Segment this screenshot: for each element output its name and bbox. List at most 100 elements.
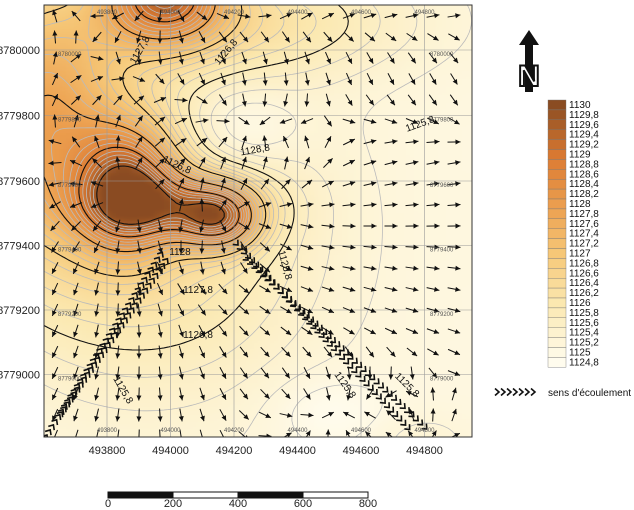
raster-cell: [428, 293, 437, 302]
raster-cell: [308, 221, 317, 230]
raster-cell: [444, 269, 453, 278]
raster-cell: [356, 349, 365, 358]
raster-cell: [84, 269, 93, 278]
raster-cell: [68, 13, 77, 22]
raster-cell: [412, 277, 421, 286]
raster-cell: [92, 5, 101, 14]
raster-cell: [60, 229, 69, 238]
flow-vector-head: [119, 76, 125, 82]
raster-cell: [412, 109, 421, 118]
raster-cell: [84, 357, 93, 366]
raster-cell: [332, 405, 341, 414]
raster-cell: [444, 117, 453, 126]
raster-cell: [404, 109, 413, 118]
flow-vector-head: [455, 181, 461, 187]
raster-cell: [52, 37, 61, 46]
flow-direction-chevron: [364, 369, 372, 377]
flow-vector-head: [412, 286, 419, 292]
flow-vector-head: [136, 437, 141, 442]
flow-vector-head: [434, 181, 440, 187]
raster-cell: [236, 45, 245, 54]
raster-cell: [268, 165, 277, 174]
raster-cell: [76, 53, 85, 62]
raster-cell: [476, 13, 485, 22]
raster-cell: [364, 133, 373, 142]
flow-vector-head: [200, 79, 205, 85]
raster-cell: [428, 101, 437, 110]
legend-swatch: [547, 238, 567, 249]
raster-cell: [388, 365, 397, 374]
raster-cell: [292, 357, 301, 366]
raster-cell: [460, 269, 469, 278]
raster-cell: [68, 349, 77, 358]
raster-cell: [268, 77, 277, 86]
north-arrow-shape: [519, 30, 539, 92]
raster-cell: [180, 237, 189, 246]
raster-cell: [100, 53, 109, 62]
flow-direction-chevron: [131, 302, 139, 309]
raster-cell: [444, 293, 453, 302]
raster-cell: [332, 437, 341, 446]
raster-cell: [412, 45, 421, 54]
flow-vector-head: [136, 311, 142, 317]
raster-cell: [428, 189, 437, 198]
raster-cell: [132, 69, 141, 78]
raster-cell: [236, 285, 245, 294]
raster-cell: [68, 285, 77, 294]
raster-cell: [444, 109, 453, 118]
raster-cell: [84, 181, 93, 190]
raster-cell: [116, 173, 125, 182]
raster-cell: [196, 165, 205, 174]
raster-cell: [44, 117, 53, 126]
flow-vector-head: [200, 331, 206, 337]
raster-cell: [380, 13, 389, 22]
raster-cell: [196, 101, 205, 110]
raster-cell: [52, 189, 61, 198]
raster-cell: [396, 109, 405, 118]
raster-cell: [332, 253, 341, 262]
raster-cell: [180, 125, 189, 134]
raster-cell: [284, 101, 293, 110]
raster-cell: [180, 77, 189, 86]
raster-cell: [108, 253, 117, 262]
raster-cell: [92, 109, 101, 118]
raster-cell: [68, 45, 77, 54]
raster-cell: [460, 21, 469, 30]
raster-cell: [332, 85, 341, 94]
raster-cell: [244, 125, 253, 134]
raster-cell: [436, 197, 445, 206]
flow-vector-head: [221, 99, 227, 106]
flow-vector-head: [283, 100, 289, 107]
flow-vector-head: [73, 289, 78, 296]
raster-cell: [404, 165, 413, 174]
flow-vector: [159, 429, 161, 437]
raster-cell: [188, 397, 197, 406]
flow-vector-head: [326, 351, 333, 358]
raster-cell: [404, 117, 413, 126]
raster-cell: [468, 101, 472, 110]
raster-cell: [132, 325, 141, 334]
flow-direction-chevron: [347, 362, 354, 369]
raster-cell: [292, 213, 301, 222]
flow-vector-head: [327, 158, 333, 164]
raster-cell: [404, 349, 413, 358]
raster-cell: [252, 421, 261, 430]
raster-cell: [396, 77, 405, 86]
raster-cell: [156, 405, 165, 414]
raster-cell: [44, 277, 53, 286]
raster-cell: [444, 301, 453, 310]
raster-cell: [92, 269, 101, 278]
raster-cell: [52, 157, 61, 166]
raster-cell: [148, 13, 157, 22]
flow-vector-head: [221, 415, 227, 421]
raster-cell: [236, 349, 245, 358]
raster-cell: [196, 277, 205, 286]
flow-vector-head: [370, 181, 377, 187]
raster-cell: [84, 141, 93, 150]
y-inner-label: 8779400: [430, 248, 454, 254]
raster-cell: [396, 93, 405, 102]
raster-cell: [92, 261, 101, 270]
raster-cell: [396, 365, 405, 374]
raster-cell: [348, 413, 357, 422]
raster-cell: [212, 349, 221, 358]
